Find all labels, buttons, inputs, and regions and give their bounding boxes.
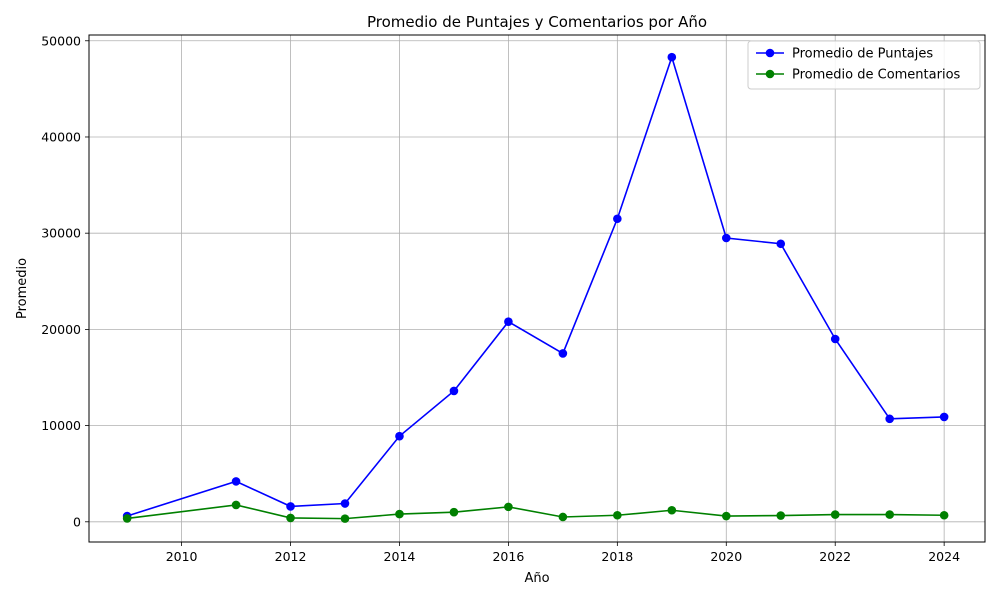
axis-ticks: 2010 2012 2014 2016 2018 2020 2022 2024 0 10000 20… <box>41 33 960 564</box>
legend-marker-1 <box>765 69 775 79</box>
series-0-point <box>340 499 350 508</box>
series-0-point <box>613 214 622 224</box>
series-1-point <box>613 510 622 520</box>
x-tick-label: 2014 <box>384 549 416 564</box>
x-tick-label: 2022 <box>819 549 851 564</box>
plot-frame <box>88 34 986 543</box>
series-1-point <box>885 510 894 519</box>
series-0-point <box>721 233 731 243</box>
series-1-point <box>231 500 241 510</box>
series-1-point <box>776 511 786 520</box>
y-tick-label: 30000 <box>41 226 81 241</box>
y-axis-label: Promedio <box>15 258 30 319</box>
x-axis-label: Año <box>524 571 549 586</box>
series-1-point <box>395 509 404 519</box>
y-tick-label: 20000 <box>41 322 81 337</box>
y-tick-label: 10000 <box>41 418 81 433</box>
series-1-point <box>830 510 840 519</box>
x-tick-label: 2018 <box>601 549 633 564</box>
legend-marker-0 <box>765 48 775 58</box>
x-tick-label: 2024 <box>928 549 960 564</box>
series-0-point <box>885 414 894 424</box>
series-0-point <box>667 52 677 62</box>
series-0-point <box>395 431 404 441</box>
series-1-point <box>449 507 459 517</box>
series-1-point <box>504 502 513 512</box>
series-1-point <box>558 512 568 522</box>
legend: Promedio de Puntajes Promedio de Comentar… <box>747 40 981 90</box>
x-tick-label: 2010 <box>166 549 198 564</box>
series-1-point <box>667 505 677 515</box>
series-1-point <box>721 511 731 521</box>
series-0-point <box>558 349 568 358</box>
y-tick-label: 40000 <box>41 129 81 144</box>
series-0-point <box>449 386 459 396</box>
y-tick-label: 50000 <box>41 33 81 48</box>
series-1-point <box>122 514 132 523</box>
y-tick-label: 0 <box>73 514 81 529</box>
series-1-point <box>939 510 949 520</box>
series-0-point <box>939 412 949 422</box>
series-lines <box>122 52 949 523</box>
series-0-point <box>286 502 295 511</box>
legend-label-0: Promedio de Puntajes <box>792 47 933 62</box>
series-1-point <box>286 513 295 523</box>
x-tick-label: 2016 <box>492 549 524 564</box>
legend-label-1: Promedio de Comentarios <box>792 68 961 83</box>
series-0-point <box>504 317 513 326</box>
series-0-point <box>231 477 241 486</box>
x-tick-label: 2020 <box>710 549 742 564</box>
series-1-point <box>340 514 350 523</box>
legend-box <box>747 40 981 90</box>
series-0-point <box>830 334 840 344</box>
x-tick-label: 2012 <box>275 549 307 564</box>
chart-title: Promedio de Puntajes y Comentarios por A… <box>367 13 707 31</box>
series-0-point <box>776 239 786 249</box>
